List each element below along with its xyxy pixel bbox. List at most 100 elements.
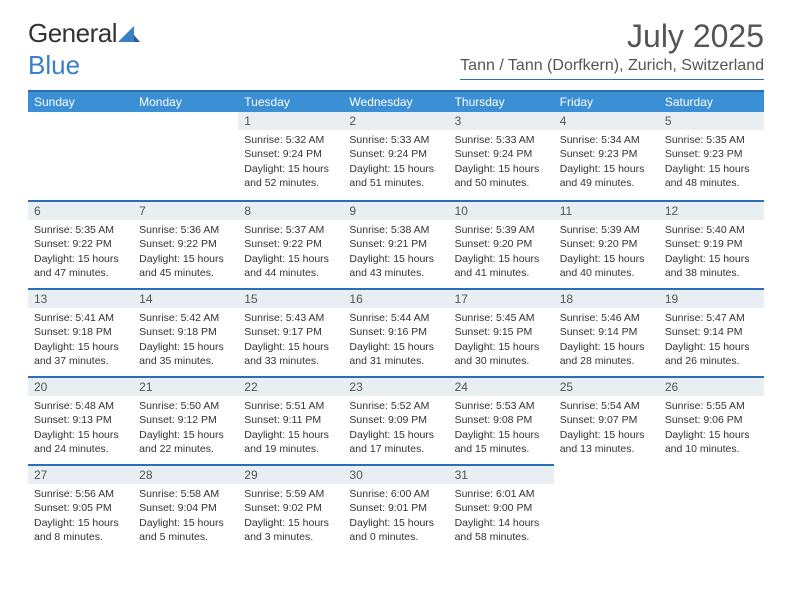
sunrise-text: Sunrise: 5:38 AM [349,223,442,237]
day-body: Sunrise: 5:55 AMSunset: 9:06 PMDaylight:… [659,396,764,462]
sunrise-text: Sunrise: 5:51 AM [244,399,337,413]
week-row: 6Sunrise: 5:35 AMSunset: 9:22 PMDaylight… [28,200,764,288]
day-cell: 23Sunrise: 5:52 AMSunset: 9:09 PMDayligh… [343,376,448,464]
day-number: 8 [238,200,343,220]
day-body: Sunrise: 5:33 AMSunset: 9:24 PMDaylight:… [343,130,448,196]
day-body: Sunrise: 5:50 AMSunset: 9:12 PMDaylight:… [133,396,238,462]
day-cell: 19Sunrise: 5:47 AMSunset: 9:14 PMDayligh… [659,288,764,376]
weekday-header: Thursday [449,92,554,112]
day-number: 14 [133,288,238,308]
day-number: 15 [238,288,343,308]
day-number: 13 [28,288,133,308]
day-number: 19 [659,288,764,308]
day-number: 5 [659,112,764,130]
day-cell: 1Sunrise: 5:32 AMSunset: 9:24 PMDaylight… [238,112,343,200]
day-number: 10 [449,200,554,220]
day-cell: 18Sunrise: 5:46 AMSunset: 9:14 PMDayligh… [554,288,659,376]
daylight-text: Daylight: 15 hours and 49 minutes. [560,162,653,190]
sunset-text: Sunset: 9:22 PM [139,237,232,251]
daylight-text: Daylight: 15 hours and 3 minutes. [244,516,337,544]
day-cell: 13Sunrise: 5:41 AMSunset: 9:18 PMDayligh… [28,288,133,376]
weekday-header: Tuesday [238,92,343,112]
daylight-text: Daylight: 15 hours and 15 minutes. [455,428,548,456]
day-cell: 16Sunrise: 5:44 AMSunset: 9:16 PMDayligh… [343,288,448,376]
day-number: 28 [133,464,238,484]
sunrise-text: Sunrise: 6:00 AM [349,487,442,501]
day-cell: 26Sunrise: 5:55 AMSunset: 9:06 PMDayligh… [659,376,764,464]
day-body: Sunrise: 5:37 AMSunset: 9:22 PMDaylight:… [238,220,343,286]
sunset-text: Sunset: 9:24 PM [455,147,548,161]
sunrise-text: Sunrise: 5:44 AM [349,311,442,325]
daylight-text: Daylight: 15 hours and 50 minutes. [455,162,548,190]
daylight-text: Daylight: 15 hours and 43 minutes. [349,252,442,280]
day-cell: 14Sunrise: 5:42 AMSunset: 9:18 PMDayligh… [133,288,238,376]
daylight-text: Daylight: 15 hours and 24 minutes. [34,428,127,456]
day-number: 21 [133,376,238,396]
weekday-header: Wednesday [343,92,448,112]
day-cell: 28Sunrise: 5:58 AMSunset: 9:04 PMDayligh… [133,464,238,552]
sunrise-text: Sunrise: 5:43 AM [244,311,337,325]
day-cell [133,112,238,200]
calendar-weeks: 1Sunrise: 5:32 AMSunset: 9:24 PMDaylight… [28,112,764,552]
day-number: 11 [554,200,659,220]
day-cell: 9Sunrise: 5:38 AMSunset: 9:21 PMDaylight… [343,200,448,288]
day-cell: 2Sunrise: 5:33 AMSunset: 9:24 PMDaylight… [343,112,448,200]
sunset-text: Sunset: 9:22 PM [34,237,127,251]
daylight-text: Daylight: 15 hours and 47 minutes. [34,252,127,280]
daylight-text: Daylight: 15 hours and 35 minutes. [139,340,232,368]
day-body: Sunrise: 5:56 AMSunset: 9:05 PMDaylight:… [28,484,133,550]
day-number: 29 [238,464,343,484]
day-body: Sunrise: 5:34 AMSunset: 9:23 PMDaylight:… [554,130,659,196]
day-number: 2 [343,112,448,130]
daylight-text: Daylight: 15 hours and 37 minutes. [34,340,127,368]
month-title: July 2025 [460,18,764,55]
sunset-text: Sunset: 9:02 PM [244,501,337,515]
sunset-text: Sunset: 9:22 PM [244,237,337,251]
sunset-text: Sunset: 9:20 PM [560,237,653,251]
daylight-text: Daylight: 15 hours and 28 minutes. [560,340,653,368]
day-cell: 27Sunrise: 5:56 AMSunset: 9:05 PMDayligh… [28,464,133,552]
daylight-text: Daylight: 15 hours and 31 minutes. [349,340,442,368]
day-number: 24 [449,376,554,396]
sunset-text: Sunset: 9:17 PM [244,325,337,339]
day-cell: 30Sunrise: 6:00 AMSunset: 9:01 PMDayligh… [343,464,448,552]
day-cell: 7Sunrise: 5:36 AMSunset: 9:22 PMDaylight… [133,200,238,288]
sunset-text: Sunset: 9:18 PM [139,325,232,339]
daylight-text: Daylight: 15 hours and 30 minutes. [455,340,548,368]
sunrise-text: Sunrise: 5:36 AM [139,223,232,237]
day-number: 12 [659,200,764,220]
day-body: Sunrise: 5:59 AMSunset: 9:02 PMDaylight:… [238,484,343,550]
day-number: 26 [659,376,764,396]
sunset-text: Sunset: 9:12 PM [139,413,232,427]
weekday-header: Monday [133,92,238,112]
day-body: Sunrise: 5:40 AMSunset: 9:19 PMDaylight:… [659,220,764,286]
day-number: 6 [28,200,133,220]
sunset-text: Sunset: 9:07 PM [560,413,653,427]
day-cell: 24Sunrise: 5:53 AMSunset: 9:08 PMDayligh… [449,376,554,464]
weekday-header: Friday [554,92,659,112]
day-cell: 8Sunrise: 5:37 AMSunset: 9:22 PMDaylight… [238,200,343,288]
daylight-text: Daylight: 15 hours and 44 minutes. [244,252,337,280]
day-body: Sunrise: 5:39 AMSunset: 9:20 PMDaylight:… [554,220,659,286]
day-cell: 17Sunrise: 5:45 AMSunset: 9:15 PMDayligh… [449,288,554,376]
day-body: Sunrise: 5:38 AMSunset: 9:21 PMDaylight:… [343,220,448,286]
day-number: 1 [238,112,343,130]
day-cell [28,112,133,200]
week-row: 20Sunrise: 5:48 AMSunset: 9:13 PMDayligh… [28,376,764,464]
sunset-text: Sunset: 9:09 PM [349,413,442,427]
sunrise-text: Sunrise: 5:33 AM [349,133,442,147]
day-body: Sunrise: 5:52 AMSunset: 9:09 PMDaylight:… [343,396,448,462]
sunset-text: Sunset: 9:14 PM [560,325,653,339]
sunrise-text: Sunrise: 5:54 AM [560,399,653,413]
brand-logo: General [28,18,142,49]
week-row: 27Sunrise: 5:56 AMSunset: 9:05 PMDayligh… [28,464,764,552]
day-number: 9 [343,200,448,220]
day-body: Sunrise: 5:51 AMSunset: 9:11 PMDaylight:… [238,396,343,462]
daylight-text: Daylight: 14 hours and 58 minutes. [455,516,548,544]
day-number: 16 [343,288,448,308]
daylight-text: Daylight: 15 hours and 52 minutes. [244,162,337,190]
day-body: Sunrise: 5:33 AMSunset: 9:24 PMDaylight:… [449,130,554,196]
day-cell: 15Sunrise: 5:43 AMSunset: 9:17 PMDayligh… [238,288,343,376]
day-body: Sunrise: 5:35 AMSunset: 9:22 PMDaylight:… [28,220,133,286]
sunrise-text: Sunrise: 5:34 AM [560,133,653,147]
